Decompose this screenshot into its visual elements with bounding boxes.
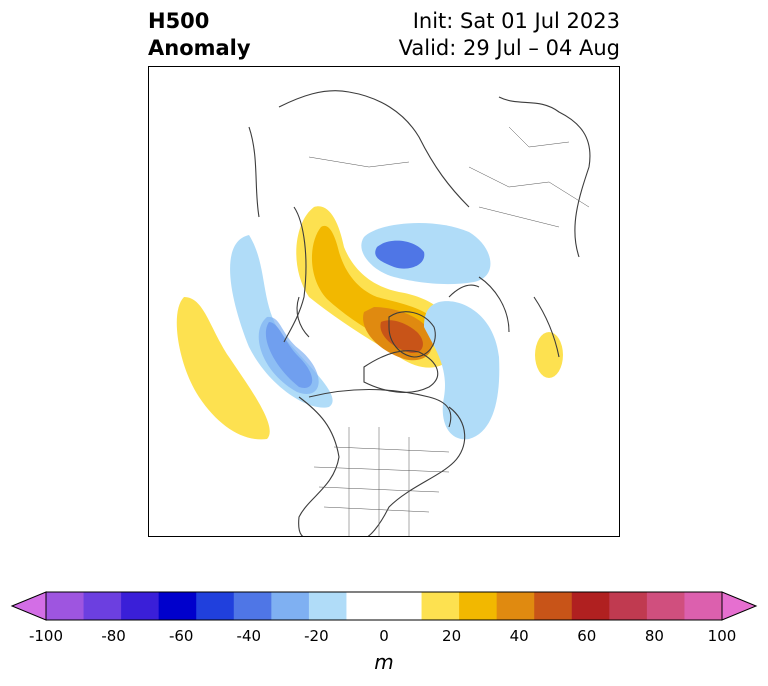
colorbar-segment <box>196 592 235 620</box>
borders <box>308 126 590 536</box>
colorbar-tick-label: -100 <box>28 627 64 645</box>
colorbar <box>10 591 758 621</box>
colorbar-segment <box>609 592 648 620</box>
colorbar-extend-low <box>10 591 47 621</box>
colorbar-segment <box>158 592 197 620</box>
colorbar-segment <box>421 592 460 620</box>
colorbar-tick-label: -20 <box>304 627 329 645</box>
valid-date: Valid: 29 Jul – 04 Aug <box>398 36 620 60</box>
colorbar-tick-label: -60 <box>168 627 194 645</box>
anomaly-map <box>148 66 620 537</box>
colorbar-segment <box>684 592 723 620</box>
colorbar-unit: m <box>374 650 394 674</box>
chart-dates: Init: Sat 01 Jul 2023 Valid: 29 Jul – 04… <box>399 8 620 62</box>
colorbar-tick-label: -80 <box>101 627 126 645</box>
colorbar-tick-label: 0 <box>379 627 389 645</box>
chart-title: H500 Anomaly <box>148 8 251 62</box>
colorbar-segment <box>534 592 573 620</box>
colorbar-segment <box>121 592 160 620</box>
colorbar-segment <box>646 592 685 620</box>
colorbar-segment <box>459 592 498 620</box>
pacific-positive-anomaly <box>176 297 270 440</box>
colorbar-segment <box>308 592 347 620</box>
colorbar-segment <box>384 592 423 620</box>
init-date: Init: Sat 01 Jul 2023 <box>412 9 620 33</box>
colorbar-tick-label: -40 <box>236 627 262 645</box>
colorbar-segment <box>271 592 310 620</box>
colorbar-tick-label: 20 <box>442 627 462 645</box>
colorbar-segment <box>496 592 535 620</box>
colorbar-tick-label: 40 <box>509 627 529 645</box>
colorbar-outline <box>45 591 723 621</box>
coastlines <box>248 90 591 536</box>
colorbar-segments <box>46 592 723 620</box>
colorbar-segment <box>233 592 272 620</box>
colorbar-tick-label: 100 <box>707 627 737 645</box>
colorbar-segment <box>571 592 610 620</box>
colorbar-extend-high <box>721 591 758 621</box>
colorbar-segment <box>83 592 122 620</box>
title-line2: Anomaly <box>148 36 251 60</box>
title-line1: H500 <box>148 9 210 33</box>
colorbar-tick-label: 80 <box>644 627 664 645</box>
anomaly-shading <box>176 206 563 440</box>
siberia-negative-anomaly <box>361 222 491 285</box>
atlantic-negative-anomaly <box>424 301 500 440</box>
colorbar-segment <box>46 592 85 620</box>
map-svg <box>176 90 591 536</box>
colorbar-tick-label: 60 <box>577 627 597 645</box>
colorbar-segment <box>346 592 385 620</box>
